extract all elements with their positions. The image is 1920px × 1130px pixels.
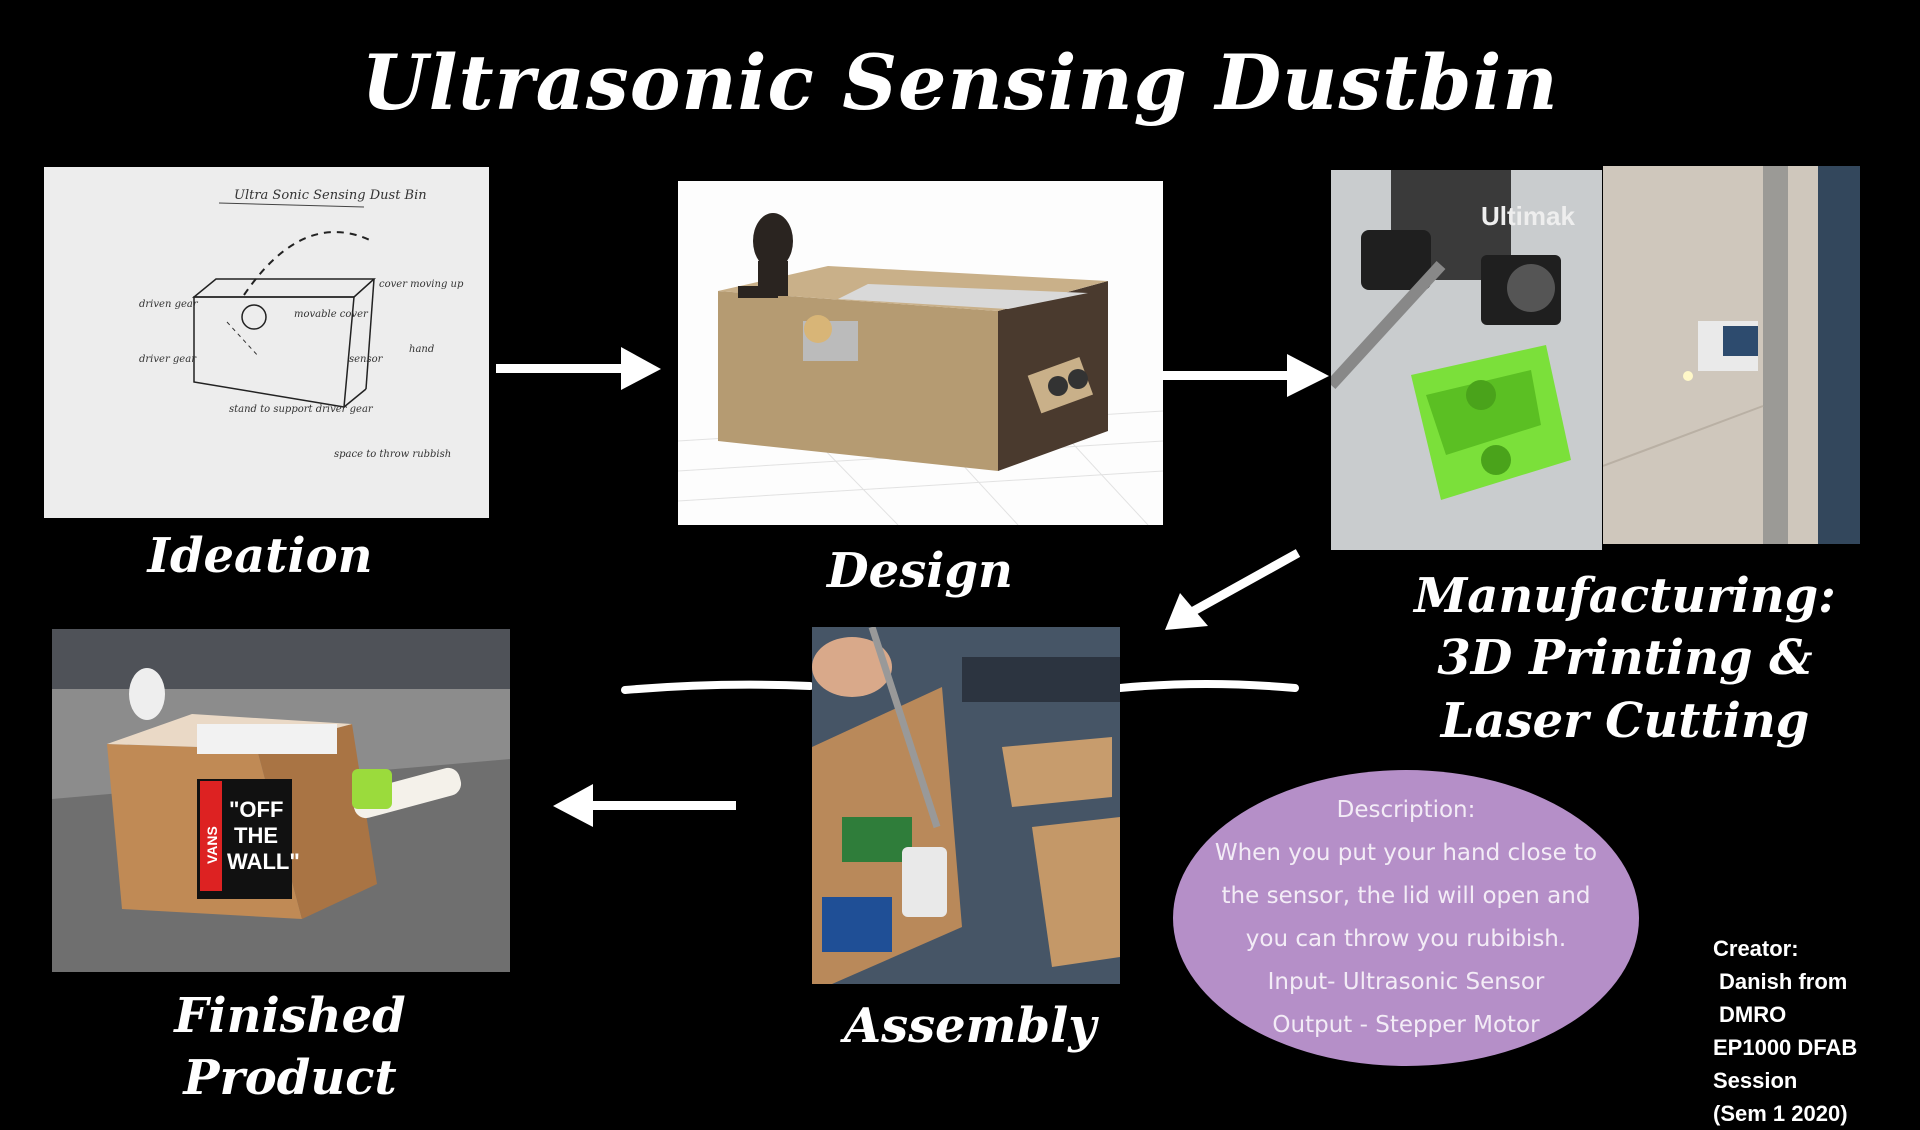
ideation-sketch-image: Ultra Sonic Sensing Dust Bin cover movin… xyxy=(44,167,489,518)
assembly-label: Assembly xyxy=(843,998,1097,1054)
svg-text:driven gear: driven gear xyxy=(139,299,199,310)
design-cad-image xyxy=(678,181,1163,525)
creator-line: Danish from DMRO xyxy=(1719,969,1848,1027)
sticker-line: WALL" xyxy=(227,849,300,874)
assembly-image xyxy=(812,627,1120,984)
svg-text:driver gear: driver gear xyxy=(139,354,197,365)
description-heading: Description: xyxy=(1336,797,1476,823)
manufacturing-label: Manufacturing: 3D Printing & Laser Cutti… xyxy=(1400,565,1850,752)
creator-line: EP1000 DFAB Session xyxy=(1713,1035,1858,1093)
svg-text:space to throw rubbish: space to throw rubbish xyxy=(334,449,451,460)
page-title: Ultrasonic Sensing Dustbin xyxy=(361,38,1559,127)
sticker-line: THE xyxy=(234,823,278,848)
connector-line xyxy=(621,680,814,694)
description-line: When you put your hand close to xyxy=(1214,840,1598,866)
arrow-left-icon xyxy=(553,784,736,827)
finished-product-image: "OFF THE WALL" VANS xyxy=(52,629,510,972)
laser-cutting-image xyxy=(1603,166,1860,544)
svg-text:sensor: sensor xyxy=(349,354,384,365)
svg-text:hand: hand xyxy=(409,344,434,355)
svg-text:cover moving up: cover moving up xyxy=(379,279,464,290)
svg-text:stand to support driver gear: stand to support driver gear xyxy=(229,404,374,415)
sticker-brand: VANS xyxy=(204,826,220,864)
description-line: you can throw you rubibish. xyxy=(1245,926,1567,952)
arrow-down-left-icon xyxy=(1165,549,1301,630)
3d-printing-image: Ultimak xyxy=(1331,170,1602,550)
description-line: the sensor, the lid will open and xyxy=(1221,883,1591,909)
finished-product-label: Finished Product xyxy=(174,988,406,1107)
design-label: Design xyxy=(827,543,1013,599)
ideation-label: Ideation xyxy=(147,528,373,584)
arrow-right-icon xyxy=(1162,354,1329,397)
sketch-heading: Ultra Sonic Sensing Dust Bin xyxy=(234,188,427,203)
creator-line: (Sem 1 2020) xyxy=(1713,1101,1848,1126)
description-bubble: Description: When you put your hand clos… xyxy=(1173,770,1639,1066)
manufacturing-label-line: 3D Printing & xyxy=(1437,630,1813,687)
sticker-line: "OFF xyxy=(229,797,283,822)
connector-line xyxy=(1116,680,1299,692)
manufacturing-label-line: Laser Cutting xyxy=(1440,692,1810,749)
manufacturing-label-line: Manufacturing: xyxy=(1414,568,1836,624)
description-line: Output - Stepper Motor xyxy=(1272,1012,1540,1038)
svg-text:movable cover: movable cover xyxy=(294,309,369,320)
description-line: Input- Ultrasonic Sensor xyxy=(1267,969,1545,995)
creator-label: Creator: xyxy=(1713,936,1799,961)
printer-brand: Ultimak xyxy=(1481,201,1575,231)
creator-credits: Creator: Danish from DMRO EP1000 DFAB Se… xyxy=(1713,932,1913,1130)
arrow-right-icon xyxy=(496,347,661,390)
